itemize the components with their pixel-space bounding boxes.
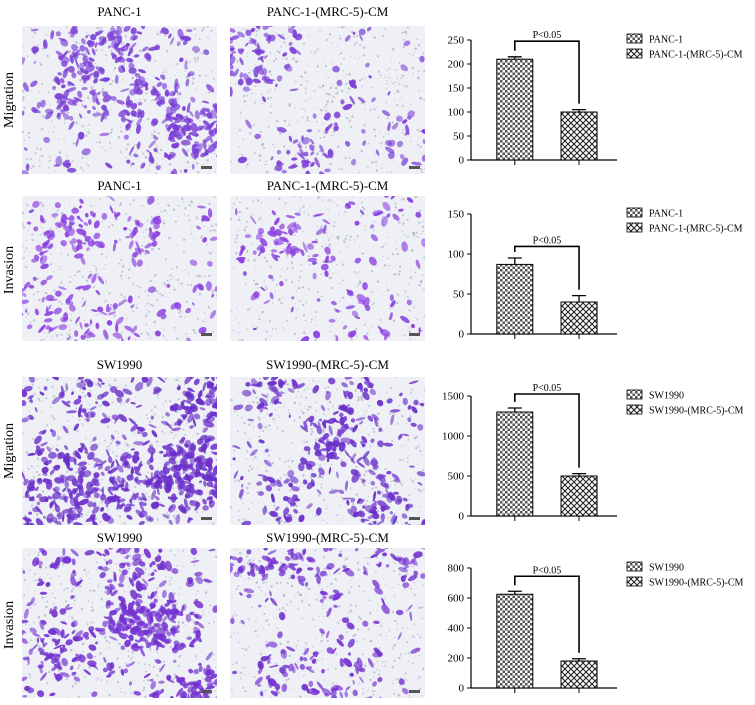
bar-cm: [560, 660, 598, 689]
error-bar: [572, 294, 587, 302]
panel-1-right-title: PANC-1-(MRC-5)-CM: [266, 4, 389, 19]
y-tick-label: 150: [448, 83, 465, 95]
panel-4-left-title: SW1990: [96, 530, 143, 545]
panel-3-side-label: Migration: [2, 423, 17, 479]
error-bar: [572, 658, 587, 661]
bar-chart-panc1-invasion: 0 50 100 150 P<0.05 PANC-1 PANC-1-(MRC-5)-CM: [430, 204, 755, 344]
significance-label: P<0.05: [533, 30, 562, 41]
y-tick-label: 100: [448, 249, 465, 261]
micrograph-panc1-migration-control: [22, 26, 217, 174]
legend-swatch: [626, 222, 643, 233]
legend-label: SW1990: [649, 563, 684, 574]
y-tick-label: 500: [448, 471, 465, 483]
bar-chart-panc1-migration: 0 50 100 150 200 250 P<0.05 PANC-1 PANC-1-(MRC-5…: [430, 30, 755, 170]
micrograph-panc1-migration-cm: [230, 26, 425, 174]
legend-label: SW1990: [649, 391, 684, 402]
significance-label: P<0.05: [533, 565, 562, 576]
micrograph-sw1990-migration-control: [22, 377, 217, 525]
legend-label: PANC-1-(MRC-5)-CM: [649, 224, 743, 235]
bar-control: [496, 58, 534, 161]
error-bar: [507, 257, 522, 265]
significance-bracket: [514, 245, 580, 290]
panel-2-right-title: PANC-1-(MRC-5)-CM: [266, 178, 389, 193]
y-tick-label: 200: [448, 59, 465, 71]
y-tick-label: 50: [453, 131, 465, 143]
panel-2-side-label: Invasion: [2, 245, 17, 295]
bar-control: [496, 263, 534, 335]
legend-swatch: [626, 404, 643, 415]
error-bar: [507, 56, 522, 60]
legend-swatch: [626, 561, 643, 572]
y-tick-label: 800: [448, 563, 465, 575]
error-bar: [572, 472, 587, 476]
y-tick-label: 150: [448, 209, 465, 221]
y-tick-label: 250: [448, 35, 465, 47]
legend-swatch: [626, 207, 643, 218]
panel-3-left-title: SW1990: [96, 357, 143, 372]
y-tick-label: 400: [448, 623, 465, 635]
panel-4-right-title: SW1990-(MRC-5)-CM: [266, 530, 389, 545]
significance-bracket: [514, 40, 580, 104]
bar-cm: [560, 111, 598, 161]
micrograph-panc1-invasion-cm: [230, 196, 425, 341]
significance-label: P<0.05: [533, 383, 562, 394]
bar-cm: [560, 301, 598, 335]
y-tick-label: 100: [448, 107, 465, 119]
bar-chart-sw1990-migration: 0 500 1000 1500 P<0.05 SW1990 SW1990-(MRC-5)-C…: [430, 383, 755, 526]
legend-swatch: [626, 576, 643, 587]
y-tick-label: 1500: [442, 391, 465, 403]
y-tick-label: 50: [453, 289, 465, 301]
y-tick-label: 0: [459, 155, 465, 167]
y-tick-label: 0: [459, 683, 465, 695]
error-bar: [572, 108, 587, 112]
y-tick-label: 600: [448, 593, 465, 605]
micrograph-panc1-invasion-control: [22, 196, 217, 341]
y-tick-label: 200: [448, 653, 465, 665]
legend-label: SW1990-(MRC-5)-CM: [649, 578, 744, 589]
panel-2-left-title: PANC-1: [97, 178, 142, 193]
legend-swatch: [626, 389, 643, 400]
significance-label: P<0.05: [533, 235, 562, 246]
bar-chart-sw1990-invasion: 0 200 400 600 800 P<0.05 SW1990 SW1990-(MRC-5)-…: [430, 558, 755, 698]
y-tick-label: 1000: [442, 431, 465, 443]
bar-control: [496, 411, 534, 517]
legend-swatch: [626, 33, 643, 44]
legend-label: SW1990-(MRC-5)-CM: [649, 406, 744, 417]
significance-bracket: [514, 575, 580, 653]
panel-3-right-title: SW1990-(MRC-5)-CM: [266, 357, 389, 372]
y-tick-label: 0: [459, 329, 465, 341]
legend-swatch: [626, 48, 643, 59]
panel-1-side-label: Migration: [2, 72, 17, 128]
micrograph-sw1990-invasion-cm: [230, 548, 425, 698]
legend-label: PANC-1: [649, 35, 683, 46]
error-bar: [507, 407, 522, 412]
bar-cm: [560, 475, 598, 517]
legend-label: PANC-1: [649, 209, 683, 220]
legend-label: PANC-1-(MRC-5)-CM: [649, 50, 743, 61]
micrograph-sw1990-invasion-control: [22, 548, 217, 698]
y-tick-label: 0: [459, 511, 465, 523]
micrograph-sw1990-migration-cm: [230, 377, 425, 525]
panel-1-left-title: PANC-1: [97, 4, 142, 19]
panel-4-side-label: Invasion: [2, 600, 17, 650]
significance-bracket: [514, 393, 580, 468]
error-bar: [507, 590, 522, 595]
bar-control: [496, 593, 534, 689]
